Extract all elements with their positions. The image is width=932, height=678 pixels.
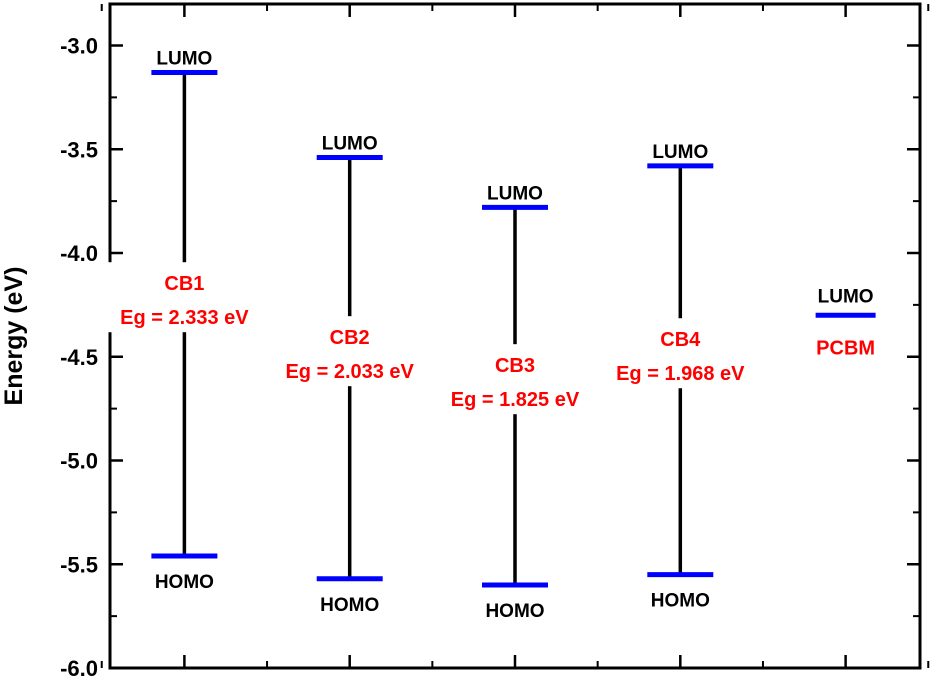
band-gap-label: Eg = 1.825 eV (451, 389, 580, 411)
y-tick-label: -3.5 (60, 137, 98, 162)
band-gap-label: Eg = 2.333 eV (120, 307, 249, 329)
energy-levels (102, 69, 876, 588)
lumo-label: LUMO (652, 142, 708, 163)
pcbm-lumo-label: LUMO (818, 286, 874, 307)
homo-label: HOMO (320, 595, 379, 616)
homo-label: HOMO (485, 601, 544, 622)
lumo-label: LUMO (322, 134, 378, 155)
band-gap-label: Eg = 1.968 eV (616, 363, 745, 385)
compound-name: CB2 (330, 327, 370, 349)
y-tick-label: -6.0 (60, 656, 98, 678)
y-tick-label: -4.5 (60, 345, 98, 370)
annotation-backdrop (433, 344, 597, 415)
lumo-label: LUMO (487, 183, 543, 204)
compound-name: CB4 (660, 329, 701, 351)
band-gap-label: Eg = 2.033 eV (285, 361, 414, 383)
annotation-backdrop (267, 316, 432, 387)
y-tick-label: -4.0 (60, 241, 98, 266)
y-tick-label: -5.0 (60, 449, 98, 474)
y-tick-label: -3.0 (60, 34, 98, 59)
y-axis-label: Energy (eV) (0, 267, 28, 406)
compound-name: CB1 (164, 273, 204, 295)
homo-label: HOMO (651, 591, 710, 612)
annotation-backdrop (598, 318, 763, 389)
compound-name: CB3 (495, 355, 535, 377)
homo-label: HOMO (155, 572, 214, 593)
y-tick-label: -5.5 (60, 552, 98, 577)
chart-labels: -3.0 -3.5 -4.0 -4.5 -5.0 -5.5 -6.0 LUMO HOMO CB1 E… (60, 34, 875, 678)
annotation-backdrop (102, 262, 267, 333)
lumo-label: LUMO (156, 48, 212, 69)
pcbm-label: PCBM (816, 337, 875, 359)
axis-ticks (100, 4, 930, 670)
